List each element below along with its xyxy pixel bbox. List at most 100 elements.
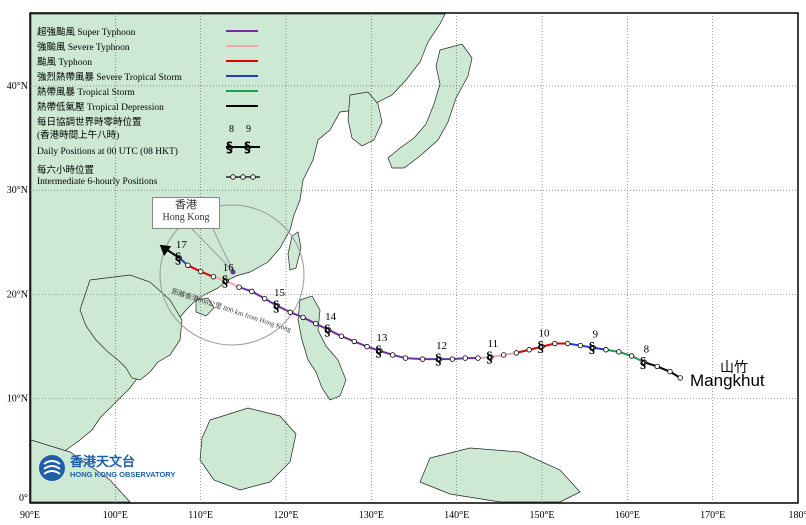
daily-position-label: 15 xyxy=(274,287,286,299)
legend-sample-day-a: 8 xyxy=(229,124,234,135)
legend-six-hourly-dot-3 xyxy=(250,174,256,180)
six-hourly-position xyxy=(313,320,319,327)
track-points xyxy=(176,255,683,381)
six-hourly-position xyxy=(249,288,255,295)
hong-kong-en: Hong Kong xyxy=(162,212,210,223)
lon-tick-label: 130°E xyxy=(359,510,384,521)
daily-position-label: 17 xyxy=(176,239,188,251)
six-hourly-position xyxy=(236,284,242,290)
six-hourly-position xyxy=(325,327,332,333)
legend-daily-en: Daily Positions at 00 UTC (08 HKT) xyxy=(37,147,178,157)
six-hourly-position xyxy=(351,338,357,345)
six-hourly-position xyxy=(377,348,383,354)
legend-six-hourly-dot-2 xyxy=(240,174,246,180)
legend-typhoon: 颱風 Typhoon xyxy=(37,58,93,68)
six-hourly-position xyxy=(500,352,507,358)
legend-daily-zh-2: (香港時間上午八時) xyxy=(37,131,120,141)
daily-position-label: 16 xyxy=(223,262,235,274)
hong-kong-callout: 香港 Hong Kong xyxy=(152,197,220,229)
six-hourly-position xyxy=(223,278,229,284)
legend-super-typhoon: 超強颱風 Super Typhoon xyxy=(37,28,136,38)
six-hourly-position xyxy=(488,354,494,360)
lon-tick-label: 110°E xyxy=(188,510,213,521)
daily-position-symbol: § xyxy=(272,299,280,315)
six-hourly-position xyxy=(185,262,191,268)
daily-position-symbol: § xyxy=(435,352,443,368)
six-hourly-position xyxy=(436,356,443,362)
legend: 超強颱風 Super Typhoon 強颱風 Severe Typhoon 颱風… xyxy=(31,14,256,194)
six-hourly-position xyxy=(389,352,396,358)
hong-kong-marker xyxy=(230,269,236,275)
legend-sample-day-b: 9 xyxy=(246,124,251,135)
hko-emblem-icon xyxy=(39,455,65,481)
daily-position-label: 10 xyxy=(539,328,551,340)
six-hourly-position xyxy=(197,268,204,275)
daily-position-symbol: § xyxy=(639,355,647,371)
lon-tick-label: 170°E xyxy=(700,510,725,521)
six-hourly-position xyxy=(402,355,409,361)
legend-daily-symbol-a: § xyxy=(226,140,233,156)
hko-logo-zh: 香港天文台 xyxy=(70,455,136,470)
six-hourly-position xyxy=(287,309,293,315)
lon-tick-label: 180° xyxy=(789,510,806,521)
lon-tick-label: 160°E xyxy=(615,510,640,521)
axis-labels: 90°E 100°E 110°E 120°E 130°E 140°E 150°E 160°E 1… xyxy=(7,81,806,521)
daily-position-symbol: § xyxy=(174,251,182,267)
legend-tropical-storm: 熱帶風暴 Tropical Storm xyxy=(37,88,135,98)
six-hourly-position xyxy=(475,355,481,361)
six-hourly-position xyxy=(419,356,426,362)
daily-position-symbol: § xyxy=(324,323,332,339)
daily-position-symbol: § xyxy=(537,340,545,356)
six-hourly-position xyxy=(667,368,673,375)
six-hourly-position xyxy=(641,359,648,365)
legend-six-hourly-en: Intermediate 6-hourly Positions xyxy=(37,177,158,187)
lat-tick-label: 40°N xyxy=(7,81,28,92)
legend-daily-symbol-b: § xyxy=(244,140,251,156)
land-sulawesi-newguinea xyxy=(419,447,581,503)
six-hourly-position xyxy=(364,343,370,350)
six-hourly-position xyxy=(616,349,622,355)
six-hourly-position xyxy=(300,314,306,321)
six-hourly-position xyxy=(603,347,609,353)
daily-position-label: 9 xyxy=(592,329,598,341)
range-ring-800km xyxy=(159,204,305,346)
six-hourly-position xyxy=(338,333,345,339)
lat-tick-label: 10°N xyxy=(7,394,28,405)
legend-tropical-depression: 熱帶低氣壓 Tropical Depression xyxy=(37,103,164,113)
lon-tick-label: 140°E xyxy=(444,510,469,521)
six-hourly-position xyxy=(261,295,268,302)
land-hainan xyxy=(195,297,215,317)
six-hourly-position xyxy=(462,355,468,361)
legend-six-hourly-dot-1 xyxy=(230,174,236,180)
daily-position-symbol: § xyxy=(375,344,383,360)
six-hourly-position xyxy=(577,342,584,349)
daily-position-label: 12 xyxy=(436,340,447,352)
six-hourly-position xyxy=(274,303,281,309)
land-borneo xyxy=(199,407,297,491)
hko-logo-en: HONG KONG OBSERVATORY xyxy=(70,470,176,479)
six-hourly-position xyxy=(654,363,660,370)
six-hourly-position xyxy=(513,350,520,356)
six-hourly-position xyxy=(210,274,217,280)
lon-tick-label: 150°E xyxy=(529,510,554,521)
lat-lon-grid xyxy=(30,13,798,503)
track-direction-arrow xyxy=(159,244,180,259)
lat-tick-label: 30°N xyxy=(7,185,28,196)
six-hourly-position xyxy=(590,344,596,351)
land-sumatra xyxy=(30,439,131,503)
land-philippines xyxy=(297,295,347,401)
hk-pointer-line-b xyxy=(211,226,234,272)
legend-severe-typhoon: 強颱風 Severe Typhoon xyxy=(37,43,130,53)
daily-position-label: 14 xyxy=(325,311,337,323)
lat-tick-label: 0° xyxy=(19,493,28,504)
track-daily-symbols: §8§9§10§11§12§13§14§15§16§17 xyxy=(174,239,649,371)
legend-severe-tropical-storm: 強烈熱帶風暴 Severe Tropical Storm xyxy=(37,73,182,83)
lon-tick-label: 120°E xyxy=(273,510,298,521)
lon-tick-label: 100°E xyxy=(103,510,128,521)
six-hourly-position xyxy=(526,347,532,353)
daily-position-label: 13 xyxy=(376,332,388,344)
legend-six-hourly-zh: 每六小時位置 xyxy=(37,166,95,176)
land-korea xyxy=(347,91,383,147)
